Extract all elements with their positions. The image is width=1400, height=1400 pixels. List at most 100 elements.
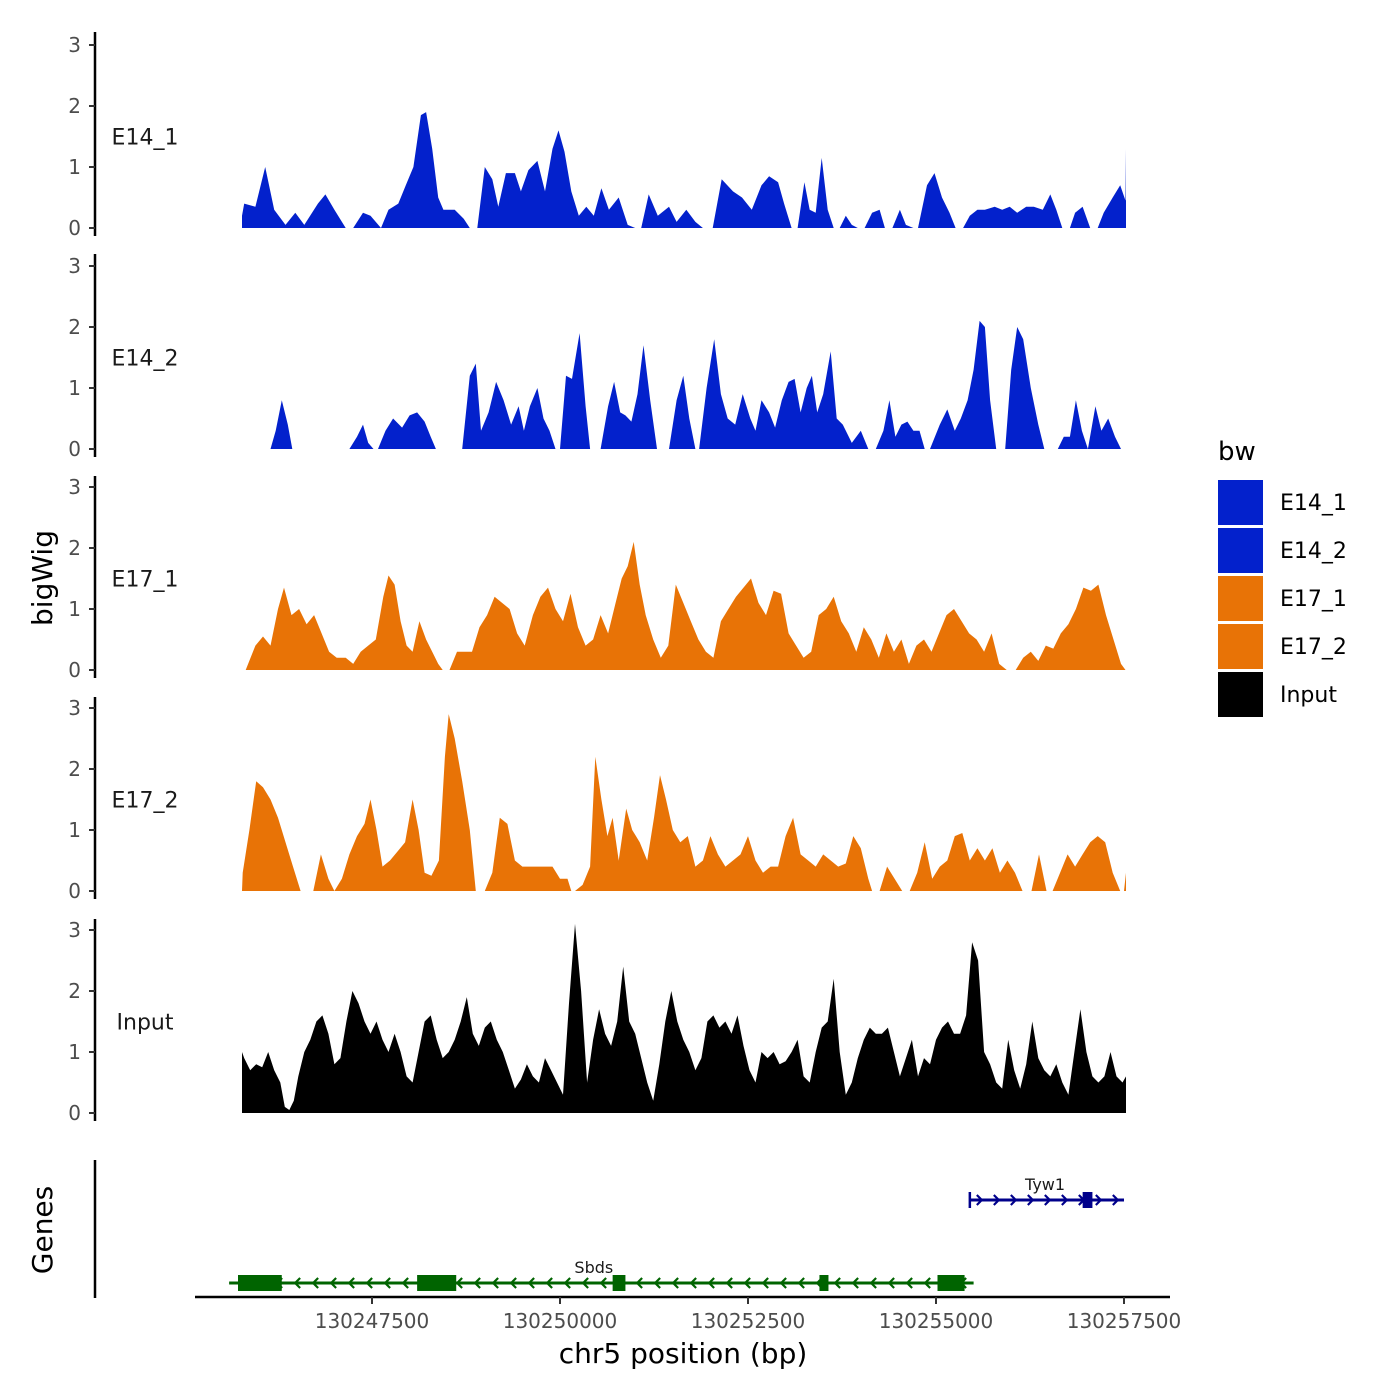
track-label: E17_1 [112,568,179,593]
strand-arrow [563,1277,571,1289]
coverage-area [1015,584,1126,670]
coverage-area [669,375,696,449]
strand-arrow [383,1277,391,1289]
strand-arrow [293,1277,301,1289]
y-tick-label: 1 [68,597,81,621]
x-tick-label: 130257500 [1067,1309,1182,1333]
strand-arrow [993,1194,1001,1206]
gene-label: Sbds [574,1258,613,1277]
panel-e14-1: 0 1 2 3 E14_1 [68,32,1126,240]
y-tick-label: 2 [68,979,81,1003]
coverage-area [270,400,293,449]
strand-arrow [1112,1194,1120,1206]
coverage-area [875,400,925,449]
coverage-area [963,194,1063,228]
strand-arrow [797,1277,805,1289]
coverage-area [839,215,858,228]
coverage-area [349,424,374,449]
y-tick-label: 3 [68,254,81,278]
legend-swatch [1218,576,1263,621]
legend-label: Input [1280,683,1337,708]
legend-swatch [1218,480,1263,525]
coverage-area [641,194,703,228]
coverage-area [245,575,443,670]
legend: bw E14_1 E14_2 E17_1 E17_2 Input [1218,437,1347,717]
strand-arrow [851,1277,859,1289]
genes-axis-title: Genes [26,1186,59,1274]
coverage-area [600,345,657,449]
x-tick-label: 130250000 [503,1309,618,1333]
gene-exon [238,1275,282,1291]
x-axis: 130247500 130250000 130252500 130255000 1302… [195,1295,1182,1333]
coverage-area [712,176,792,228]
x-tick-label: 130247500 [315,1309,430,1333]
legend-label: E14_2 [1280,539,1347,564]
strand-arrow [887,1277,895,1289]
panel-input: 0 1 2 3 Input [68,918,1126,1125]
panel-e14-2: 0 1 2 3 E14_2 [68,254,1121,461]
x-axis-title: chr5 position (bp) [559,1337,808,1370]
strand-arrow [509,1277,517,1289]
coverage-area [242,923,1126,1113]
strand-arrow [599,1277,607,1289]
track-label: E17_2 [112,789,179,814]
strand-arrow [545,1277,553,1289]
strand-arrow [905,1277,913,1289]
coverage-area [1052,836,1121,891]
coverage-area [909,833,1023,891]
coverage-area [484,817,572,891]
y-tick-label: 2 [68,536,81,560]
track-label: E14_2 [112,347,179,372]
y-tick-label: 1 [68,818,81,842]
x-tick-label: 130255000 [879,1309,994,1333]
track-panels: 0 1 2 3 E14_1 0 1 2 3 E14_2 0 1 2 3 E17_1 0 1 2 3 E17_2 0 1 2 3… [68,32,1126,1125]
gene-exon [1082,1192,1093,1208]
legend-label: E17_2 [1280,635,1347,660]
coverage-area [449,541,1007,670]
legend-label: E14_1 [1280,491,1347,516]
strand-arrow [527,1277,535,1289]
coverage-area [930,320,997,449]
strand-arrow [689,1277,697,1289]
y-tick-label: 2 [68,94,81,118]
coverage-area [699,339,869,449]
panel-e17-1: 0 1 2 3 E17_1 [68,475,1126,682]
strand-arrow [491,1277,499,1289]
x-tick-label: 130252500 [691,1309,806,1333]
strand-arrow [1027,1194,1035,1206]
strand-arrow [653,1277,661,1289]
strand-arrow [779,1277,787,1289]
gene-exon [417,1275,457,1291]
y-tick-label: 0 [68,1101,81,1125]
y-axis-title: bigWig [26,530,59,626]
strand-arrow [1010,1194,1018,1206]
legend-swatch [1218,528,1263,573]
gene-tyw1: Tyw1 [968,1175,1124,1208]
gene-exon [612,1275,626,1291]
y-tick-label: 0 [68,216,81,240]
legend-swatch [1218,624,1263,669]
coverage-area [918,173,956,228]
gene-sbds: Sbds [229,1258,974,1291]
strand-arrow [455,1277,463,1289]
strand-arrow [707,1277,715,1289]
coverage-area [242,167,346,228]
gene-track: Sbds Tyw1 [93,1160,1124,1298]
legend-label: E17_1 [1280,587,1347,612]
strand-arrow [923,1277,931,1289]
strand-arrow [1044,1194,1052,1206]
strand-arrow [635,1277,643,1289]
coverage-area [242,781,301,891]
y-tick-label: 3 [68,475,81,499]
coverage-area [1005,327,1045,449]
legend-title: bw [1218,437,1256,467]
strand-arrow [725,1277,733,1289]
track-label: Input [117,1011,174,1036]
coverage-area [575,756,873,891]
strand-arrow [473,1277,481,1289]
coverage-area [892,209,914,228]
coverage-area [560,333,591,449]
y-tick-label: 3 [68,696,81,720]
strand-arrow [671,1277,679,1289]
strand-arrow [869,1277,877,1289]
